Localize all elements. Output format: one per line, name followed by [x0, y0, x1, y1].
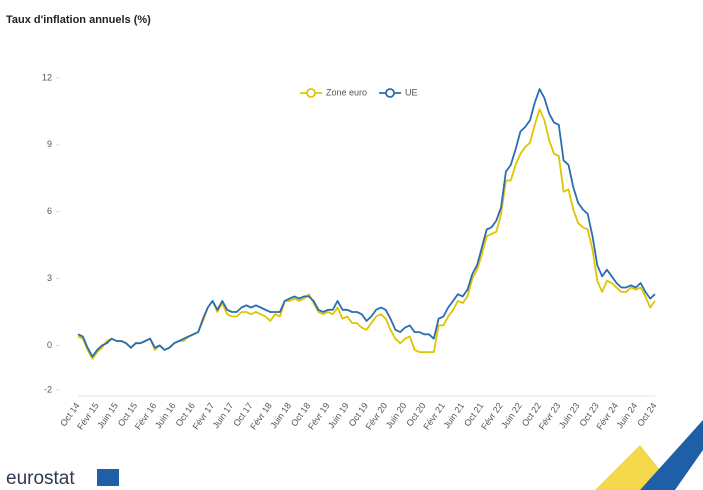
- y-tick-label: 12: [42, 72, 52, 82]
- legend-label: Zone euro: [326, 87, 367, 97]
- logo-text: eurostat: [6, 468, 75, 489]
- y-tick-label: 3: [47, 273, 52, 283]
- decoration: [595, 445, 660, 490]
- y-tick-label: 9: [47, 139, 52, 149]
- decoration: [640, 420, 703, 490]
- chart-title: Taux d'inflation annuels (%): [6, 14, 151, 26]
- legend-marker: [306, 88, 316, 98]
- x-tick-label: Oct 24: [635, 401, 658, 428]
- logo-flag: [97, 469, 119, 486]
- legend-label: UE: [405, 87, 418, 97]
- y-tick-label: 0: [47, 340, 52, 350]
- y-tick-label: -2: [44, 384, 52, 394]
- legend-marker: [385, 88, 395, 98]
- y-tick-label: 6: [47, 206, 52, 216]
- series-line: [77, 88, 656, 358]
